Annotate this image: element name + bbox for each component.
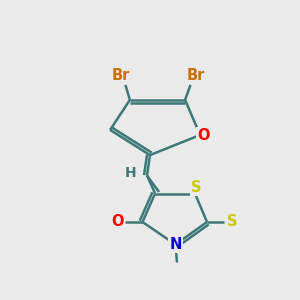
Text: Br: Br: [186, 68, 205, 83]
Text: H: H: [125, 166, 136, 180]
Text: S: S: [191, 180, 202, 195]
Text: O: O: [197, 128, 209, 142]
Text: S: S: [227, 214, 238, 230]
Text: N: N: [169, 237, 182, 252]
Text: Br: Br: [112, 68, 130, 83]
Text: O: O: [111, 214, 123, 230]
